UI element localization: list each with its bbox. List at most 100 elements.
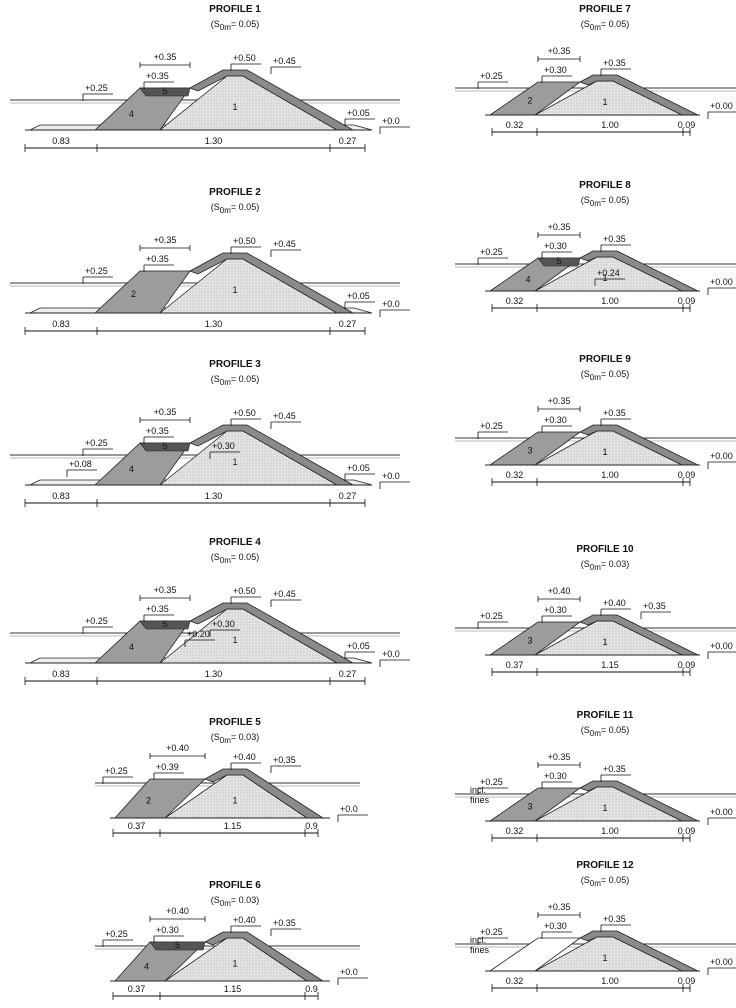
zone-number: 4: [129, 109, 134, 119]
level-label: +0.35: [154, 235, 177, 245]
steepness-sub: 0m: [220, 378, 231, 387]
dimension-label: 1.15: [224, 821, 242, 831]
steepness-prefix: (S: [211, 202, 220, 212]
level-label: +0.40: [233, 752, 256, 762]
level-label: +0.00: [710, 277, 733, 287]
level-label: +0.30: [544, 921, 567, 931]
dimension-label: 0.27: [339, 669, 357, 679]
zone-number: 4: [525, 275, 530, 285]
level-label: +0.30: [544, 241, 567, 251]
zone-number: 1: [602, 447, 607, 457]
level-label: +0.05: [347, 108, 370, 118]
level-label: +0.35: [146, 71, 169, 81]
zone-number: 1: [232, 959, 237, 969]
zone-number: 4: [129, 642, 134, 652]
level-label: +0.00: [710, 451, 733, 461]
level-label: +0.35: [603, 234, 626, 244]
level-label: +0.40: [166, 743, 189, 753]
level-label: +0.00: [710, 957, 733, 967]
level-label: +0.35: [154, 585, 177, 595]
profile-title: PROFILE 6: [209, 880, 261, 891]
level-label: +0.25: [480, 421, 503, 431]
zone-number: 3: [527, 446, 532, 456]
steepness: (S0m= 0.05): [211, 202, 259, 215]
steepness-suffix: = 0.05): [601, 195, 629, 205]
steepness-sub: 0m: [590, 879, 601, 888]
level-label: +0.45: [273, 56, 296, 66]
profile-title: PROFILE 2: [209, 187, 261, 198]
level-label: +0.00: [710, 807, 733, 817]
level-label: +0.05: [347, 291, 370, 301]
steepness-sub: 0m: [220, 899, 231, 908]
steepness: (S0m= 0.05): [581, 195, 629, 208]
level-label: +0.30: [544, 65, 567, 75]
level-label: +0.35: [154, 407, 177, 417]
level-label: +0.30: [544, 605, 567, 615]
dimension-label: 0.27: [339, 319, 357, 329]
level-label: +0.35: [603, 914, 626, 924]
steepness: (S0m= 0.05): [581, 875, 629, 888]
dimension-label: 0.09: [678, 470, 696, 480]
zone-number: 2: [131, 289, 136, 299]
profile-title: PROFILE 5: [209, 717, 261, 728]
steepness: (S0m= 0.03): [211, 895, 259, 908]
steepness-suffix: = 0.03): [601, 559, 629, 569]
profile-title: PROFILE 10: [576, 544, 634, 555]
level-label: +0.50: [233, 408, 256, 418]
steepness-suffix: = 0.05): [601, 875, 629, 885]
level-label: +0.35: [154, 52, 177, 62]
level-label: +0.45: [273, 239, 296, 249]
steepness: (S0m= 0.05): [211, 552, 259, 565]
dimension-label: 0.83: [52, 491, 70, 501]
level-label: +0.25: [105, 929, 128, 939]
dimension-label: 0.27: [339, 136, 357, 146]
level-label: +0.35: [273, 755, 296, 765]
level-label: +0.25: [480, 71, 503, 81]
level-label: +0.40: [603, 598, 626, 608]
steepness-sub: 0m: [590, 729, 601, 738]
dimension-label: 0.32: [506, 120, 524, 130]
zone-number: 1: [602, 953, 607, 963]
dimension-label: 0.32: [506, 296, 524, 306]
dimension-label: 0.83: [52, 136, 70, 146]
level-label: +0.45: [273, 589, 296, 599]
top-zone: [139, 87, 191, 97]
profile-title: PROFILE 3: [209, 359, 261, 370]
top-zone: [537, 257, 581, 267]
zone-number: 5: [162, 441, 167, 451]
top-zone: [139, 620, 191, 630]
level-label: +0.40: [233, 915, 256, 925]
steepness-sub: 0m: [220, 206, 231, 215]
level-label: +0.25: [85, 266, 108, 276]
dimension-label: 0.32: [506, 976, 524, 986]
steepness-prefix: (S: [581, 559, 590, 569]
steepness-suffix: = 0.05): [601, 19, 629, 29]
level-label: +0.35: [548, 222, 571, 232]
steepness-prefix: (S: [581, 195, 590, 205]
dimension-label: 0.32: [506, 470, 524, 480]
zone-number: 4: [144, 962, 149, 972]
profile-title: PROFILE 4: [209, 537, 261, 548]
zone-number: 1: [232, 796, 237, 806]
profile-title: PROFILE 11: [577, 710, 634, 721]
steepness-suffix: = 0.05): [231, 202, 259, 212]
dimension-label: 0.09: [678, 826, 696, 836]
level-label: +0.25: [85, 83, 108, 93]
level-label: +0.35: [548, 752, 571, 762]
dimension-label: 0.09: [678, 296, 696, 306]
profile-title: PROFILE 9: [579, 354, 631, 365]
steepness-sub: 0m: [590, 373, 601, 382]
steepness: (S0m= 0.03): [581, 559, 629, 572]
level-label: +0.0: [382, 116, 400, 126]
steepness-prefix: (S: [211, 374, 220, 384]
steepness-prefix: (S: [581, 875, 590, 885]
zone-number: 1: [232, 635, 237, 645]
zone-number: 2: [527, 96, 532, 106]
profile-title: PROFILE 1: [209, 4, 261, 15]
steepness-prefix: (S: [211, 895, 220, 905]
level-label: +0.35: [643, 601, 666, 611]
dimension-label: 1.00: [601, 470, 619, 480]
dimension-label: 1.30: [205, 491, 223, 501]
dimension-label: 0.83: [52, 319, 70, 329]
dimension-label: 0.09: [678, 976, 696, 986]
